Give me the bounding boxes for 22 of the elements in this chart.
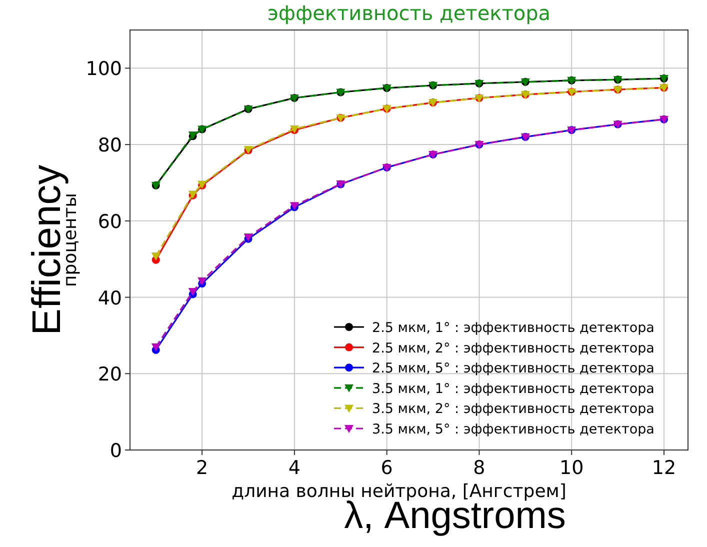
y-tick-label: 40 — [98, 287, 122, 310]
point — [198, 277, 207, 286]
x-tick-label: 4 — [288, 457, 300, 479]
point — [151, 343, 160, 352]
legend-label: 3.5 мкм, 5° : эффективность детектора — [372, 422, 654, 438]
y-tick-label: 0 — [110, 440, 122, 462]
x-tick-label: 8 — [473, 457, 486, 479]
x-tick-label: 10 — [560, 457, 584, 479]
legend-label: 2.5 мкм, 1° : эффективность детектора — [372, 320, 654, 336]
y-tick-label: 80 — [98, 134, 122, 157]
legend-label: 2.5 мкм, 5° : эффективность детектора — [372, 360, 654, 377]
x-tick-label: 12 — [652, 457, 676, 479]
y-tick-label: 100 — [86, 58, 122, 80]
x-tick-label: 6 — [380, 457, 393, 479]
legend-label: 2.5 мкм, 2° : эффективность детектора — [372, 340, 654, 356]
point — [151, 252, 160, 261]
y-tick-label: 20 — [98, 364, 122, 386]
x-tick-label: 2 — [196, 457, 208, 479]
legend-label: 3.5 мкм, 1° : эффективность детектора — [372, 380, 654, 397]
y-tick-label: 60 — [98, 210, 122, 233]
legend-label: 3.5 мкм, 2° : эффективность детектора — [372, 401, 654, 418]
chart-title: эффективность детектора — [267, 1, 551, 25]
